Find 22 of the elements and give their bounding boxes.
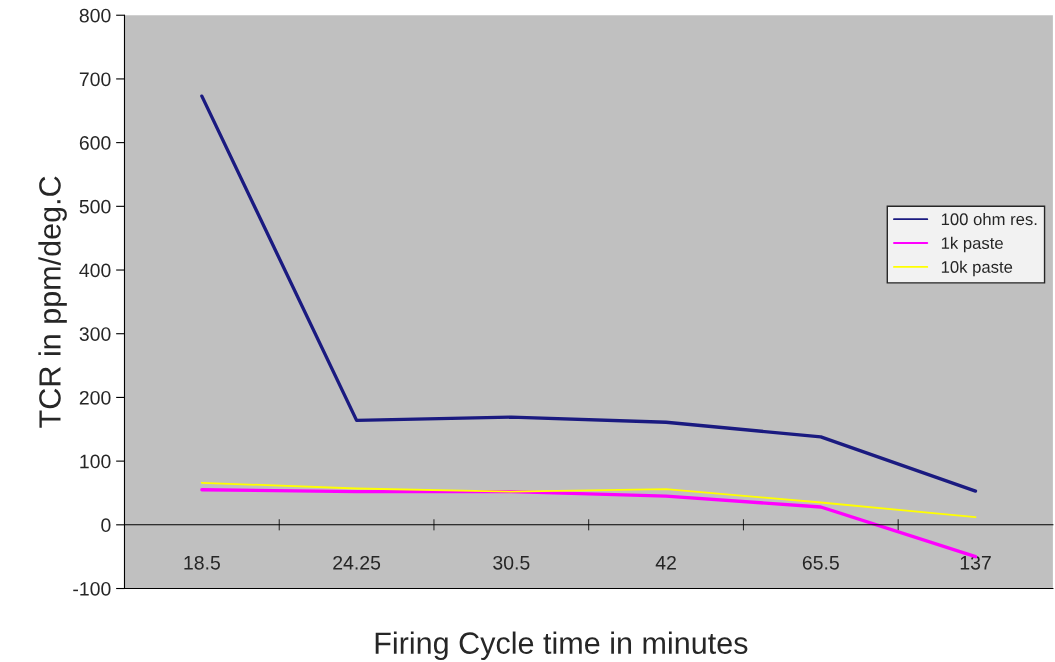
y-axis-title: TCR in ppm/deg.C <box>38 176 67 428</box>
x-tick-label: 18.5 <box>184 555 220 570</box>
legend-label: 100 ohm res. <box>941 212 1037 226</box>
y-tick-label: 300 <box>79 327 111 341</box>
x-tick-label: 42 <box>655 555 676 570</box>
y-tick-label: 700 <box>79 72 111 87</box>
legend-label: 1k paste <box>941 236 1003 253</box>
y-tick-label: 0 <box>101 518 111 533</box>
x-axis-title: Firing Cycle time in minutes <box>375 631 748 660</box>
y-tick-label: 200 <box>79 390 111 405</box>
x-tick-label: 137 <box>960 555 991 570</box>
y-tick-label: 800 <box>79 8 111 23</box>
y-tick-label: 100 <box>80 454 111 469</box>
y-tick-label: -100 <box>73 581 111 596</box>
x-tick-label: 65.5 <box>802 555 839 570</box>
y-tick-label: 500 <box>79 199 111 214</box>
x-tick-label: 30.5 <box>493 555 530 570</box>
x-tick-label: 24.25 <box>333 555 381 570</box>
line-series <box>200 481 977 519</box>
y-tick-label: 400 <box>79 263 111 278</box>
legend-label: 10k paste <box>941 260 1013 277</box>
y-tick-label: 600 <box>79 136 111 150</box>
